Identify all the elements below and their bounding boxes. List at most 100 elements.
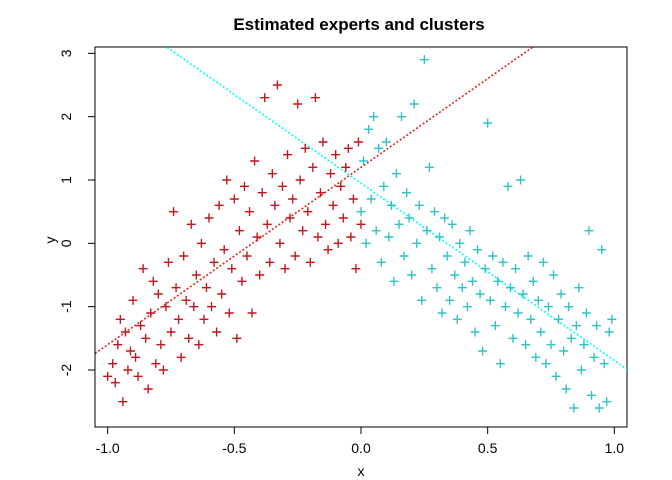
point-cluster1-59 bbox=[255, 270, 265, 280]
point-cluster1-3 bbox=[113, 340, 123, 350]
point-cluster1-15 bbox=[143, 384, 153, 394]
point-cluster2-34 bbox=[442, 251, 452, 261]
y-tick-label: -2 bbox=[58, 364, 74, 377]
point-cluster1-50 bbox=[232, 333, 242, 343]
point-cluster2-86 bbox=[574, 283, 584, 293]
point-cluster1-29 bbox=[179, 251, 189, 261]
point-cluster1-69 bbox=[280, 264, 290, 274]
point-cluster1-16 bbox=[146, 308, 156, 318]
point-cluster2-25 bbox=[419, 55, 429, 65]
point-cluster2-79 bbox=[556, 289, 566, 299]
point-cluster2-41 bbox=[460, 257, 470, 267]
point-cluster1-13 bbox=[138, 264, 148, 274]
point-cluster2-3 bbox=[364, 124, 374, 134]
point-cluster1-17 bbox=[148, 276, 158, 286]
point-cluster1-56 bbox=[247, 308, 257, 318]
point-cluster1-44 bbox=[217, 289, 227, 299]
point-cluster2-85 bbox=[571, 321, 581, 331]
point-cluster2-72 bbox=[538, 257, 548, 267]
point-cluster1-47 bbox=[224, 308, 234, 318]
x-axis: -1.0 -0.5 0.0 0.5 1.0 bbox=[96, 426, 624, 456]
point-cluster1-61 bbox=[260, 93, 270, 103]
point-cluster2-38 bbox=[452, 314, 462, 324]
point-cluster2-80 bbox=[559, 346, 569, 356]
point-cluster1-78 bbox=[303, 207, 313, 217]
point-cluster2-59 bbox=[505, 283, 515, 293]
point-cluster1-38 bbox=[201, 283, 211, 293]
point-cluster1-80 bbox=[308, 162, 318, 172]
point-cluster2-48 bbox=[478, 346, 488, 356]
x-tick-label: 0.5 bbox=[478, 440, 498, 456]
point-cluster2-18 bbox=[402, 188, 412, 198]
point-cluster1-41 bbox=[209, 257, 219, 267]
point-cluster2-43 bbox=[465, 226, 475, 236]
point-cluster1-99 bbox=[356, 219, 366, 229]
point-cluster1-9 bbox=[128, 295, 138, 305]
chart-title: Estimated experts and clusters bbox=[233, 15, 484, 34]
point-cluster2-99 bbox=[607, 314, 617, 324]
point-cluster2-60 bbox=[508, 333, 518, 343]
point-cluster1-2 bbox=[110, 378, 120, 388]
point-cluster2-76 bbox=[549, 270, 559, 280]
point-cluster1-62 bbox=[262, 219, 272, 229]
point-cluster2-42 bbox=[462, 302, 472, 312]
point-cluster1-85 bbox=[321, 219, 331, 229]
point-cluster1-30 bbox=[181, 295, 191, 305]
point-cluster2-36 bbox=[447, 219, 457, 229]
y-tick-label: 0 bbox=[58, 239, 74, 247]
point-cluster1-87 bbox=[326, 169, 336, 179]
point-cluster1-93 bbox=[341, 162, 351, 172]
y-tick-label: 2 bbox=[58, 113, 74, 121]
point-cluster1-92 bbox=[338, 213, 348, 223]
point-cluster2-26 bbox=[422, 226, 432, 236]
point-cluster2-95 bbox=[597, 245, 607, 255]
point-cluster1-27 bbox=[174, 314, 184, 324]
point-cluster2-55 bbox=[495, 359, 505, 369]
point-cluster2-87 bbox=[576, 365, 586, 375]
point-cluster1-67 bbox=[275, 238, 285, 248]
point-cluster1-10 bbox=[131, 352, 141, 362]
point-cluster2-27 bbox=[424, 162, 434, 172]
point-cluster2-58 bbox=[503, 181, 513, 191]
point-cluster2-71 bbox=[536, 327, 546, 337]
point-cluster2-57 bbox=[500, 302, 510, 312]
point-cluster1-45 bbox=[219, 245, 229, 255]
point-cluster2-39 bbox=[455, 238, 465, 248]
point-cluster1-11 bbox=[133, 371, 143, 381]
point-cluster1-39 bbox=[204, 213, 214, 223]
point-cluster2-8 bbox=[376, 257, 386, 267]
point-cluster1-72 bbox=[288, 194, 298, 204]
y-tick-label: 1 bbox=[58, 176, 74, 184]
point-cluster1-32 bbox=[186, 219, 196, 229]
point-cluster2-65 bbox=[521, 340, 531, 350]
point-cluster1-64 bbox=[267, 169, 277, 179]
point-cluster2-73 bbox=[541, 359, 551, 369]
point-cluster2-98 bbox=[604, 327, 614, 337]
point-cluster1-28 bbox=[176, 352, 186, 362]
point-cluster1-70 bbox=[283, 150, 293, 160]
point-cluster2-53 bbox=[490, 321, 500, 331]
point-cluster1-77 bbox=[300, 143, 310, 153]
point-cluster2-30 bbox=[432, 283, 442, 293]
x-tick-label: -1.0 bbox=[96, 440, 120, 456]
point-cluster2-83 bbox=[566, 333, 576, 343]
point-cluster2-14 bbox=[391, 169, 401, 179]
point-cluster1-5 bbox=[118, 397, 128, 407]
point-cluster1-51 bbox=[234, 226, 244, 236]
point-cluster1-90 bbox=[333, 238, 343, 248]
point-cluster2-50 bbox=[483, 118, 493, 128]
point-cluster2-28 bbox=[427, 264, 437, 274]
point-cluster1-18 bbox=[151, 359, 161, 369]
point-cluster2-89 bbox=[581, 308, 591, 318]
point-cluster1-23 bbox=[163, 257, 173, 267]
point-cluster1-55 bbox=[245, 207, 255, 217]
point-cluster2-93 bbox=[592, 321, 602, 331]
point-cluster1-12 bbox=[136, 321, 146, 331]
plot-frame bbox=[94, 46, 628, 428]
point-cluster1-63 bbox=[265, 257, 275, 267]
point-cluster2-84 bbox=[569, 403, 579, 413]
point-cluster1-68 bbox=[277, 181, 287, 191]
y-tick-label: -1 bbox=[58, 300, 74, 313]
point-cluster2-19 bbox=[404, 213, 414, 223]
point-cluster2-29 bbox=[429, 207, 439, 217]
